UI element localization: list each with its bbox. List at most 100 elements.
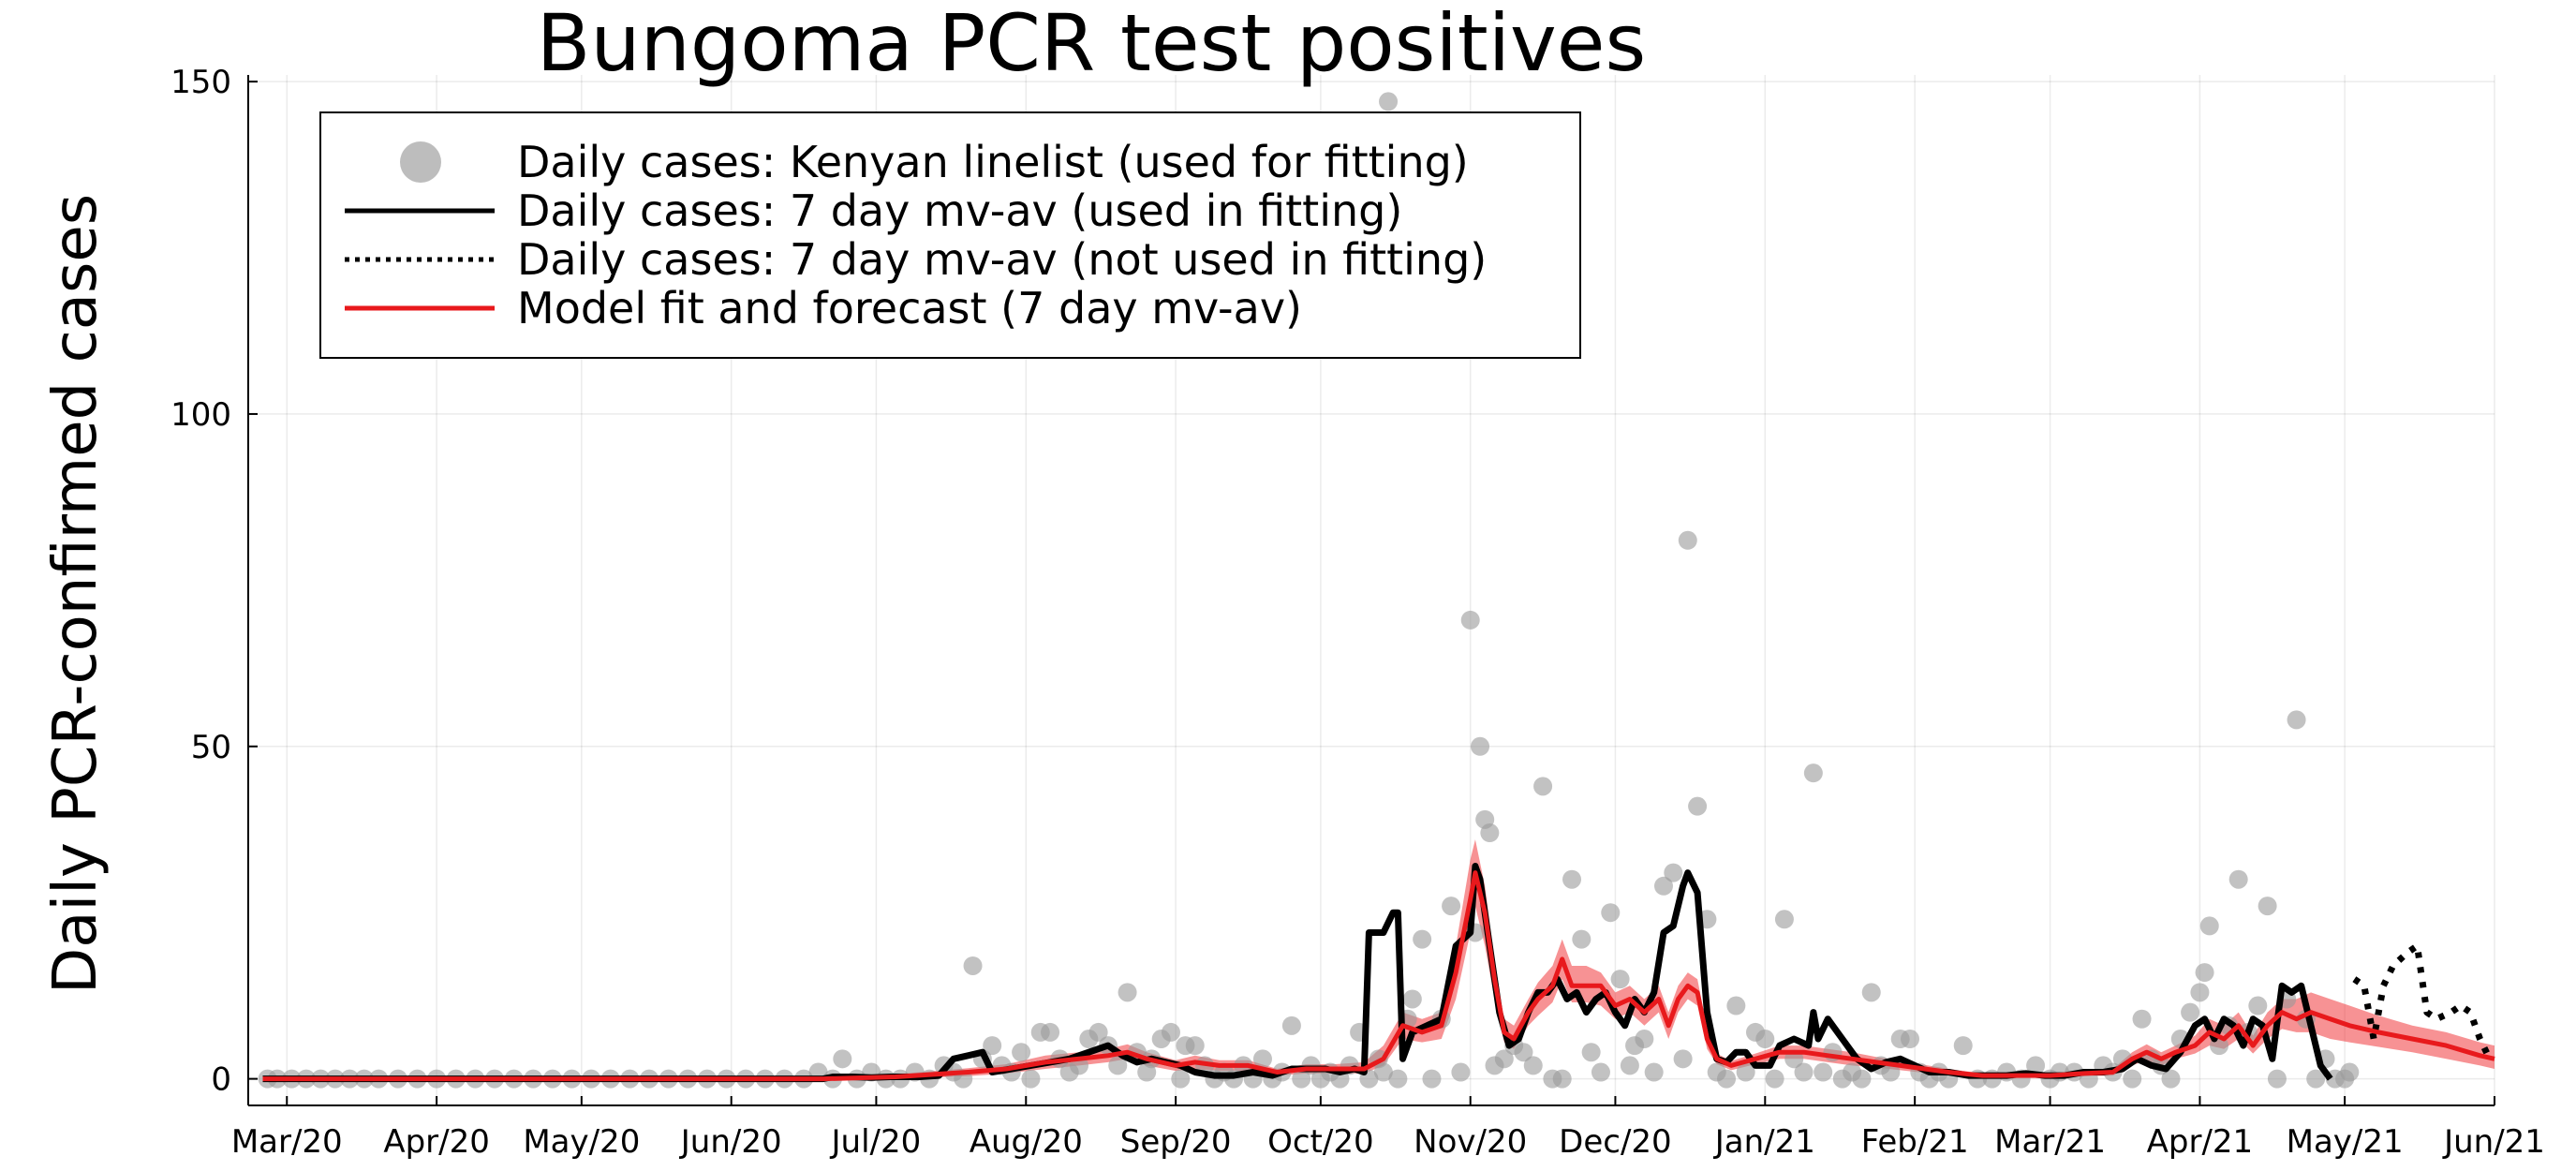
data-point: [1755, 1030, 1775, 1049]
data-point: [1726, 996, 1746, 1015]
data-point: [1620, 1056, 1639, 1075]
data-point: [1635, 1030, 1654, 1049]
x-tick-label: Sep/20: [1120, 1123, 1232, 1161]
data-point: [1678, 530, 1697, 550]
x-tick-label: Feb/21: [1861, 1123, 1969, 1161]
legend-label-model: Model fit and forecast (7 day mv-av): [517, 283, 1302, 334]
data-point: [2123, 1069, 2142, 1089]
data-point: [1794, 1062, 1814, 1082]
y-tick-label: 150: [170, 64, 231, 101]
y-axis-label: Daily PCR-confirmed cases: [41, 194, 111, 994]
data-point: [2248, 996, 2268, 1015]
data-point: [1861, 983, 1881, 1002]
y-tick-label: 50: [191, 729, 231, 766]
data-point: [1814, 1062, 1833, 1082]
x-tick-labels: Mar/20 Apr/20 May/20 Jun/20 Jul/20 Aug/20 Sep/…: [231, 1123, 2545, 1161]
data-point: [1523, 1056, 1543, 1075]
data-point: [1185, 1036, 1205, 1056]
x-tick-label: Jul/20: [830, 1123, 922, 1161]
x-tick-label: Aug/20: [970, 1123, 1083, 1161]
data-point: [1644, 1062, 1664, 1082]
axes: [247, 75, 2495, 1106]
data-point: [1494, 1049, 1514, 1069]
data-point: [1451, 1062, 1471, 1082]
legend-label-not-fitted: Daily cases: 7 day mv-av (not used in fi…: [517, 234, 1487, 285]
x-tick-label: Nov/20: [1414, 1123, 1527, 1161]
data-point: [1673, 1049, 1693, 1069]
data-point: [2190, 983, 2210, 1002]
data-point: [2340, 1062, 2360, 1082]
data-point: [1118, 983, 1137, 1002]
x-tick-label: Oct/20: [1267, 1123, 1374, 1161]
data-point: [1601, 903, 1621, 923]
data-point: [1533, 777, 1553, 796]
x-tick-label: Apr/21: [2147, 1123, 2254, 1161]
data-point: [2161, 1069, 2181, 1089]
data-point: [1610, 970, 1630, 989]
data-point: [1653, 876, 1673, 896]
data-point: [1664, 863, 1683, 882]
data-point: [1717, 1069, 1737, 1089]
data-point: [1572, 929, 1591, 949]
data-point: [2258, 897, 2277, 916]
data-point: [2287, 710, 2306, 730]
data-point: [963, 956, 983, 975]
data-point: [1021, 1069, 1041, 1089]
data-point: [1953, 1036, 1973, 1056]
data-point: [2199, 916, 2219, 936]
x-tick-label: Apr/20: [383, 1123, 490, 1161]
data-point: [1292, 1069, 1311, 1089]
data-point: [1442, 897, 1461, 916]
data-point: [1803, 763, 1823, 783]
x-tick-label: Mar/20: [231, 1123, 343, 1161]
data-point: [1388, 1069, 1408, 1089]
data-point: [983, 1036, 1002, 1056]
data-point: [1422, 1069, 1442, 1089]
data-point: [1901, 1030, 1920, 1049]
data-point: [1591, 1062, 1610, 1082]
data-point: [1252, 1049, 1272, 1069]
data-point: [2195, 963, 2214, 983]
data-point: [1108, 1056, 1128, 1075]
data-point: [2267, 1069, 2287, 1089]
data-point: [1171, 1069, 1191, 1089]
data-point: [2181, 1002, 2200, 1022]
data-point: [1161, 1022, 1180, 1042]
data-point: [2306, 1069, 2326, 1089]
x-tick-label: Jun/21: [2442, 1123, 2545, 1161]
data-point: [1581, 1043, 1601, 1062]
data-point: [1774, 910, 1794, 929]
data-point: [1373, 1062, 1393, 1082]
y-tick-labels: 0 50 100 150: [170, 64, 231, 1099]
legend-box: [319, 111, 1581, 359]
legend: Daily cases: Kenyan linelist (used for f…: [319, 111, 1581, 359]
legend-marker-scatter: [400, 141, 441, 183]
data-point: [1402, 989, 1422, 1009]
data-point: [1765, 1069, 1784, 1089]
data-point: [1562, 869, 1582, 889]
x-tick-label: May/20: [523, 1123, 640, 1161]
x-tick-label: May/21: [2287, 1123, 2404, 1161]
data-point: [1852, 1069, 1872, 1089]
model-fit-line: [262, 870, 2495, 1082]
y-tick-label: 0: [211, 1061, 231, 1099]
data-point: [1460, 610, 1480, 630]
data-point: [1480, 823, 1500, 843]
data-point: [1379, 92, 1399, 111]
y-tick-label: 100: [170, 396, 231, 434]
x-tick-label: Dec/20: [1559, 1123, 1672, 1161]
legend-label-observed: Daily cases: 7 day mv-av (used in fittin…: [517, 185, 1402, 236]
data-point: [1088, 1022, 1108, 1042]
data-point: [1552, 1069, 1572, 1089]
data-point: [1041, 1022, 1060, 1042]
line-series: [262, 863, 2495, 1083]
x-tick-label: Jun/20: [679, 1123, 782, 1161]
x-tick-label: Mar/21: [1994, 1123, 2106, 1161]
observed-moving-average-not-fitted-line: [2352, 942, 2493, 1060]
chart-title: Bungoma PCR test positives: [537, 0, 1646, 89]
data-point: [1881, 1062, 1901, 1082]
data-point: [2132, 1009, 2152, 1029]
data-point: [1736, 1062, 1755, 1082]
data-point: [1413, 929, 1432, 949]
